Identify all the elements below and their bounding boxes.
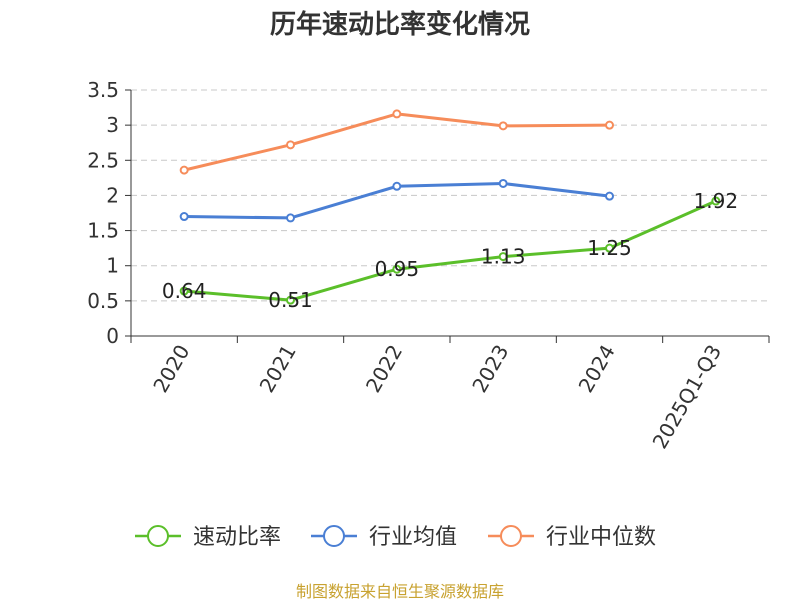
data-point (498, 252, 508, 262)
y-tick-label: 0.5 (87, 289, 119, 313)
legend: 速动比率 行业均值 行业中位数 (135, 525, 656, 550)
data-point (179, 286, 189, 296)
data-labels: 0.64 0.51 0.95 1.13 1.25 1.92 (162, 189, 738, 312)
data-point (605, 243, 614, 253)
y-tick-label: 1.5 (87, 219, 119, 243)
data-label: 0.64 (162, 279, 207, 303)
legend-label: 行业均值 (369, 525, 457, 550)
y-tick-label: 2.5 (87, 148, 119, 172)
legend-marker (500, 525, 522, 547)
y-tick-label: 2 (106, 183, 119, 207)
data-point (605, 191, 614, 201)
source-note: 制图数据来自恒生聚源数据库 (296, 582, 504, 600)
x-tick-label: 2020 (148, 341, 194, 397)
legend-label: 行业中位数 (546, 525, 656, 550)
data-point (392, 181, 402, 191)
data-point (286, 140, 295, 150)
legend-marker (323, 525, 345, 547)
series-line (184, 199, 717, 302)
y-tick-label: 0 (106, 324, 119, 348)
data-label: 1.92 (694, 189, 739, 213)
y-tick-label: 1 (106, 254, 119, 278)
data-point (392, 264, 402, 274)
data-point (286, 213, 295, 223)
data-point (498, 178, 508, 188)
data-label: 1.25 (587, 236, 632, 260)
x-tick-label: 2024 (574, 341, 620, 397)
y-tick-label: 3 (106, 113, 119, 137)
data-point (498, 121, 508, 131)
data-label: 0.51 (268, 288, 313, 312)
data-point (392, 109, 402, 119)
legend-marker (147, 525, 169, 547)
x-tick-label: 2022 (361, 341, 407, 397)
y-tick-label: 3.5 (87, 78, 119, 102)
x-tick-label: 2021 (255, 341, 301, 397)
series-line (183, 112, 610, 172)
data-point (605, 120, 614, 130)
legend-label: 速动比率 (193, 525, 281, 550)
grid (131, 89, 769, 302)
x-tick-label: 2025Q1-Q3 (647, 341, 726, 453)
data-point (179, 165, 189, 175)
data-point (286, 295, 295, 305)
x-tick-label: 2023 (467, 340, 513, 396)
data-label: 0.95 (375, 257, 420, 281)
series-lines (179, 109, 721, 305)
chart-title: 历年速动比率变化情况 (270, 9, 530, 40)
data-point (711, 196, 721, 206)
data-point (179, 212, 189, 222)
data-label: 1.13 (481, 245, 526, 269)
